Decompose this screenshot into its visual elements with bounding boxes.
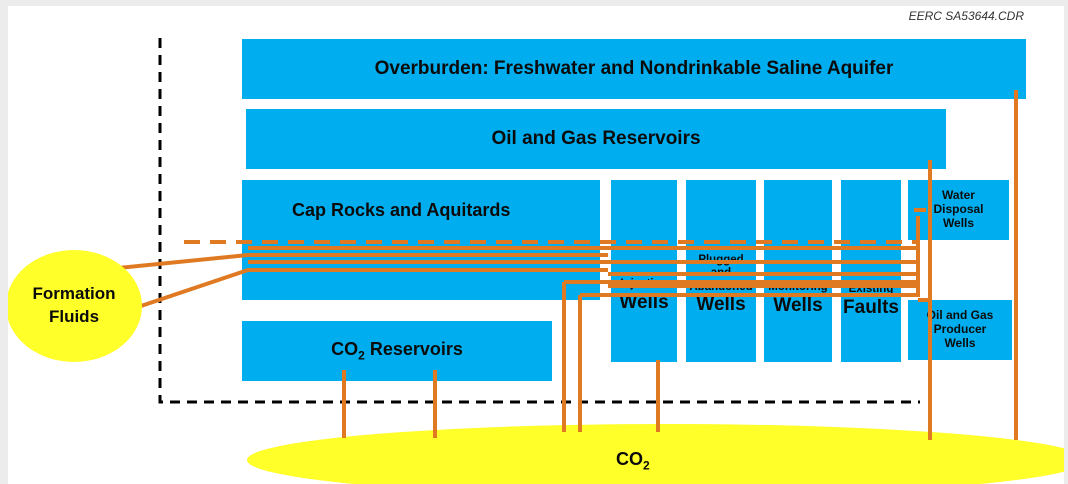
ogp-line3: Wells	[944, 335, 976, 350]
formation-connector-lower	[137, 268, 608, 309]
formation-fluids-line2: Fluids	[48, 307, 100, 326]
pathway-lines	[117, 38, 1018, 440]
formation-fluids-line1: Formation	[32, 284, 116, 304]
plugged-big-label: Wells	[696, 293, 746, 315]
plugged-abandoned-wells-box: Plugged and Abandoned Wells	[686, 180, 756, 362]
credit-label: EERC SA53644.CDR	[908, 9, 1024, 23]
co2-reservoirs-sub: 2	[358, 348, 365, 363]
oil-gas-reservoirs-box: Oil and Gas Reservoirs	[246, 109, 946, 169]
co2-reservoirs-suffix: Reservoirs	[364, 339, 463, 360]
riser-water-disposal	[914, 208, 926, 296]
water-disposal-line1: Water	[942, 188, 975, 203]
co2-reservoirs-prefix: CO	[331, 339, 359, 360]
co2-source-ellipse	[247, 424, 1064, 484]
cap-rocks-label: Cap Rocks and Aquitards	[292, 200, 511, 220]
ogp-line1: Oil and Gas	[926, 308, 994, 323]
overburden-label: Overburden: Freshwater and Nondrinkable …	[374, 58, 894, 79]
overburden-box: Overburden: Freshwater and Nondrinkable …	[242, 39, 1026, 99]
water-disposal-line3: Wells	[942, 215, 975, 230]
formation-connector-upper	[117, 253, 608, 270]
co2-source-sub: 2	[643, 458, 650, 473]
monitoring-big-label: Wells	[773, 294, 823, 316]
formation-fluids-circle: Formation Fluids	[8, 250, 142, 362]
existing-faults-box: Existing Faults	[841, 180, 901, 362]
co2-source-prefix: CO	[616, 449, 643, 469]
monitoring-wells-box: Monitoring Wells	[764, 180, 832, 362]
water-disposal-line2: Disposal	[933, 202, 984, 217]
ogp-line2: Producer	[933, 322, 987, 337]
co2-reservoirs-label: CO2 Reservoirs	[331, 339, 463, 363]
boundary-dashed-line	[158, 38, 920, 404]
oil-gas-producer-wells-box: Oil and Gas Producer Wells	[908, 300, 1012, 360]
co2-source-label: CO2	[616, 449, 650, 473]
oil-gas-reservoirs-label: Oil and Gas Reservoirs	[491, 128, 701, 149]
co2-reservoirs-box: CO2 Reservoirs	[242, 321, 552, 381]
existing-big-label: Faults	[843, 296, 899, 318]
diagram-canvas: EERC SA53644.CDR Overburden: Freshwater …	[8, 6, 1064, 484]
